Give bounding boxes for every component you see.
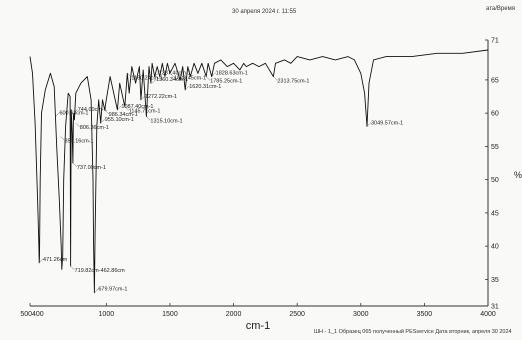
peak-leader-line: [70, 265, 75, 271]
peak-label: 1145.71cm-1: [129, 109, 161, 115]
peak-label: 2313.75cm-1: [277, 79, 309, 85]
peak-label: 679.97cm-1: [98, 287, 127, 293]
spectrum-line: [29, 49, 489, 294]
peak-label: 3049.57cm-1: [371, 120, 403, 126]
peak-leader-line: [124, 106, 129, 111]
x-tick-label: 1000: [99, 311, 115, 318]
y-tick-label: 60: [491, 111, 499, 118]
x-tick-label: 500400: [20, 311, 43, 318]
y-tick-label: 45: [491, 210, 499, 217]
peak-label: 737.00cm-1: [77, 165, 106, 171]
peak-leader-line: [60, 136, 65, 141]
peak-label: 1160.24cm-1: [131, 75, 163, 81]
x-tick-label: 3000: [353, 311, 369, 318]
peak-leader-line: [38, 258, 44, 263]
peak-label: 1272.22cm-1: [145, 94, 177, 100]
peak-label: 471.26cm: [43, 257, 68, 263]
peak-label: 354.16cm-1: [65, 138, 94, 144]
y-tick-label: 31: [491, 304, 499, 311]
peak-label: 1528.45cm-1: [174, 75, 206, 81]
peak-leader-line: [154, 72, 159, 77]
peak-leader-line: [273, 76, 278, 81]
x-tick-label: 2000: [226, 311, 242, 318]
peak-leader-line: [206, 76, 211, 81]
y-tick-label: 50: [491, 177, 499, 184]
peak-label: 986.34cm-1: [109, 112, 138, 118]
peak-leader-line: [127, 73, 132, 78]
header-right-label: ата/Время: [486, 6, 515, 12]
peak-label: 1620.31cm-1: [189, 84, 221, 90]
peak-leader-line: [94, 288, 99, 293]
peak-leader-line: [211, 72, 216, 77]
peak-leader-line: [366, 122, 372, 127]
peak-label: 600.63cm-1: [59, 110, 88, 116]
peak-leader-line: [72, 162, 78, 168]
peak-label: 955.10cm-1: [105, 117, 134, 123]
peak-label: 1828.63cm-1: [216, 71, 248, 77]
peak-label: 1785.25cm-1: [210, 79, 242, 85]
y-tick-label: 55: [491, 144, 499, 151]
y-tick-label: 40: [491, 244, 499, 251]
peak-leader-line: [104, 109, 109, 114]
peak-leader-line: [140, 95, 146, 100]
peak-label: 806.36cm-1: [80, 125, 109, 131]
y-tick-label: 71: [491, 38, 499, 45]
x-tick-label: 4000: [480, 311, 496, 318]
x-tick-label: 2500: [289, 311, 305, 318]
peak-leader-line: [169, 73, 175, 78]
peak-label: 1387.40cm-1: [159, 71, 191, 77]
peak-label: 744.00cm-1: [78, 107, 107, 113]
y-tick-label: 65: [491, 77, 499, 84]
y-tick-label: 35: [491, 277, 499, 284]
sample-info: ШН - 1_1 Образец 065 полученный PESservi…: [314, 329, 512, 335]
peak-label: 1087.40cm-1: [121, 104, 153, 110]
peak-leader-line: [117, 105, 122, 110]
x-tick-label: 3500: [417, 311, 433, 318]
peak-leader-line: [185, 85, 190, 91]
peak-leader-line: [146, 116, 151, 121]
peak-label: 719.82cm-462.86cm: [75, 268, 126, 274]
peak-leader-line: [100, 118, 105, 124]
x-tick-label: 1500: [162, 311, 178, 318]
header-date: 30 апреля 2024 г. 11:55: [232, 9, 297, 15]
peak-leader-line: [151, 79, 157, 84]
peak-leader-line: [55, 112, 60, 117]
peak-label: 1360.34cm-1: [156, 77, 188, 83]
peak-label: 1315.10cm-1: [150, 118, 182, 124]
peak-leader-line: [75, 122, 80, 128]
y-axis-label: %: [514, 170, 522, 180]
x-axis-label: cm-1: [246, 320, 270, 332]
peak-leader-line: [73, 109, 78, 114]
